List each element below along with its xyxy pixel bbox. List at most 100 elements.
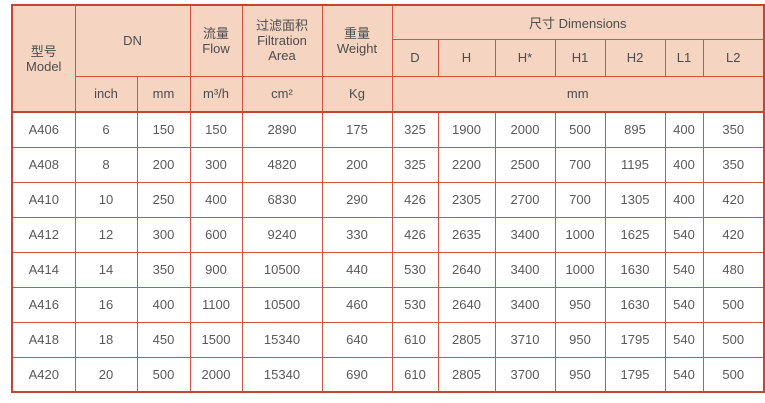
header-cell-filtration-area: 过滤面积 Filtration Area (241, 4, 323, 77)
flow-cell: 400 (189, 181, 243, 218)
dn-mm-cell: 350 (136, 251, 191, 288)
dim-h1-cell: 950 (554, 356, 606, 393)
header-cell-unit-inch: inch (74, 75, 138, 113)
dim-h-cell: 2640 (437, 286, 496, 323)
header-cell-unit-flow: m³/h (189, 75, 243, 113)
flow-cell: 600 (189, 216, 243, 253)
dim-h2-cell: 1630 (604, 251, 666, 288)
header-filtration-en1: Filtration (257, 33, 307, 49)
header-cell-unit-dims: mm (391, 75, 765, 113)
table-header: 型号 Model DN 流量 Flow 过滤面积 Filtration Area… (11, 4, 765, 113)
dim-hstar-cell: 3700 (494, 356, 556, 393)
dim-l1-cell: 540 (664, 321, 704, 358)
dn-inch-cell: 10 (74, 181, 138, 218)
header-row-units: inch mm m³/h cm² Kg mm (12, 75, 765, 113)
header-model-en: Model (26, 58, 62, 74)
dim-hstar-cell: 2000 (494, 111, 556, 148)
header-cell-unit-weight: Kg (321, 75, 393, 113)
table-row: A414 14 350 900 10500 440 530 2640 3400 1000 1630 5… (11, 251, 765, 288)
flow-cell: 300 (189, 146, 243, 183)
table-body: A406 6 150 150 2890 175 325 1900 2000 500 895 400 35… (11, 111, 765, 393)
weight-cell: 440 (321, 251, 393, 288)
dim-l2-cell: 480 (702, 251, 765, 288)
model-cell: A420 (11, 356, 76, 393)
dim-l1-cell: 540 (664, 251, 704, 288)
dim-l2-cell: 500 (702, 286, 765, 323)
weight-cell: 175 (321, 111, 393, 148)
dn-mm-cell: 300 (136, 216, 191, 253)
dim-h1-cell: 500 (554, 111, 606, 148)
dim-hstar-cell: 2700 (494, 181, 556, 218)
dim-l2-cell: 420 (702, 181, 765, 218)
dim-h2-cell: 1795 (604, 356, 666, 393)
spec-table-container: 型号 Model DN 流量 Flow 过滤面积 Filtration Area… (11, 4, 765, 393)
header-cell-dim-d: D (391, 38, 439, 77)
dim-d-cell: 426 (391, 181, 439, 218)
dim-l1-cell: 400 (664, 181, 704, 218)
dim-hstar-cell: 3400 (494, 216, 556, 253)
dim-l1-cell: 540 (664, 356, 704, 393)
dn-mm-cell: 450 (136, 321, 191, 358)
filtration-area-cell: 4820 (241, 146, 323, 183)
dim-l2-cell: 500 (702, 321, 765, 358)
header-cell-model: 型号 Model (11, 4, 76, 113)
header-cell-weight: 重量 Weight (321, 4, 393, 77)
header-cell-flow: 流量 Flow (189, 4, 243, 77)
dim-hstar-cell: 3400 (494, 251, 556, 288)
dn-inch-cell: 16 (74, 286, 138, 323)
dim-l2-cell: 420 (702, 216, 765, 253)
table-row: A418 18 450 1500 15340 640 610 2805 3710 950 1795 5… (11, 321, 765, 358)
header-cell-dimensions: 尺寸 Dimensions (391, 4, 765, 40)
header-cell-dn: DN (74, 4, 191, 77)
dim-h2-cell: 1195 (604, 146, 666, 183)
dn-mm-cell: 250 (136, 181, 191, 218)
table-row: A410 10 250 400 6830 290 426 2305 2700 700 1305 400… (11, 181, 765, 218)
dim-hstar-cell: 2500 (494, 146, 556, 183)
dim-h2-cell: 1630 (604, 286, 666, 323)
filtration-area-cell: 10500 (241, 251, 323, 288)
filtration-area-cell: 9240 (241, 216, 323, 253)
header-cell-dim-hstar: H* (494, 38, 556, 77)
dim-h-cell: 2805 (437, 356, 496, 393)
dim-l2-cell: 500 (702, 356, 765, 393)
dim-l2-cell: 350 (702, 146, 765, 183)
model-cell: A412 (11, 216, 76, 253)
dn-mm-cell: 150 (136, 111, 191, 148)
header-flow-en: Flow (202, 40, 230, 56)
header-cell-unit-mm: mm (136, 75, 191, 113)
dn-mm-cell: 200 (136, 146, 191, 183)
dim-d-cell: 530 (391, 251, 439, 288)
model-cell: A414 (11, 251, 76, 288)
header-dimensions-zh: 尺寸 (528, 15, 555, 31)
dim-l1-cell: 540 (664, 286, 704, 323)
dn-mm-cell: 500 (136, 356, 191, 393)
dim-h2-cell: 1795 (604, 321, 666, 358)
header-row-dim-cols: D H H* H1 H2 L1 L2 (12, 38, 765, 77)
dn-inch-cell: 20 (74, 356, 138, 393)
dim-l1-cell: 400 (664, 146, 704, 183)
header-weight-en: Weight (336, 40, 378, 56)
header-row-groups: 型号 Model DN 流量 Flow 过滤面积 Filtration Area… (11, 4, 765, 113)
flow-cell: 1100 (189, 286, 243, 323)
dim-d-cell: 325 (391, 146, 439, 183)
dn-inch-cell: 14 (74, 251, 138, 288)
dim-h-cell: 2635 (437, 216, 496, 253)
header-cell-dim-l2: L2 (702, 38, 765, 77)
dim-h1-cell: 1000 (554, 251, 606, 288)
header-cell-dim-h2: H2 (604, 38, 666, 77)
flow-cell: 900 (189, 251, 243, 288)
weight-cell: 330 (321, 216, 393, 253)
model-cell: A416 (11, 286, 76, 323)
spec-table: 型号 Model DN 流量 Flow 过滤面积 Filtration Area… (11, 4, 765, 393)
weight-cell: 640 (321, 321, 393, 358)
dim-l2-cell: 350 (702, 111, 765, 148)
header-cell-unit-area: cm² (241, 75, 323, 113)
dim-h-cell: 2305 (437, 181, 496, 218)
dim-hstar-cell: 3710 (494, 321, 556, 358)
header-flow-zh: 流量 (202, 25, 229, 41)
dim-h1-cell: 1000 (554, 216, 606, 253)
model-cell: A406 (11, 111, 76, 148)
dim-h-cell: 2640 (437, 251, 496, 288)
flow-cell: 2000 (189, 356, 243, 393)
model-cell: A418 (11, 321, 76, 358)
